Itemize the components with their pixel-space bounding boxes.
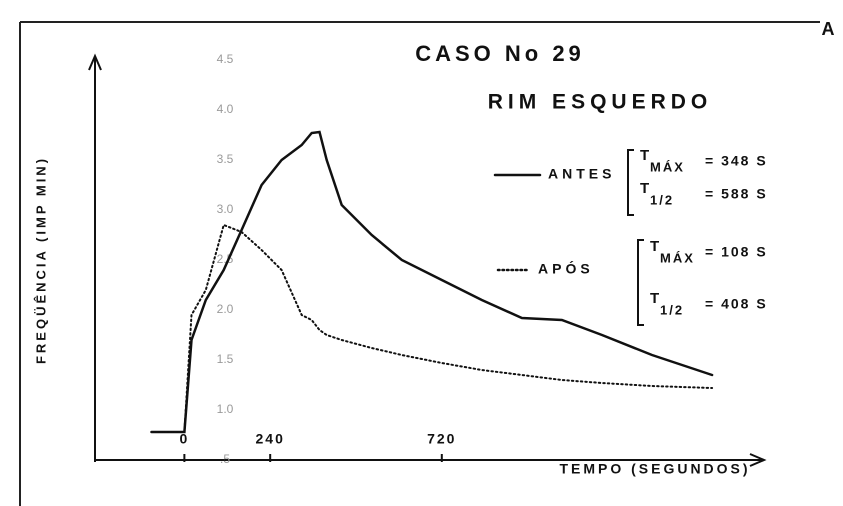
- corner-label: A: [822, 19, 835, 39]
- y-axis: [88, 53, 102, 462]
- x-tick-label: 0: [179, 431, 189, 447]
- y-tick-label: 4.0: [217, 102, 234, 116]
- stat-value: = 348 S: [705, 153, 768, 169]
- stat-value: = 108 S: [705, 244, 768, 260]
- stat-subscript: MÁX: [650, 159, 685, 174]
- stat-symbol: T: [650, 290, 659, 307]
- x-tick-label: 720: [427, 431, 456, 447]
- chart-title: CASO No 29: [415, 41, 585, 66]
- chart-subtitle: RIM ESQUERDO: [488, 91, 713, 114]
- stat-subscript: 1/2: [660, 302, 684, 317]
- legend-bracket: [637, 239, 644, 326]
- y-tick-label: 3.0: [217, 202, 234, 216]
- y-axis-label: FREQÜÊNCIA (IMP MIN): [33, 156, 48, 364]
- y-tick-label: 1.5: [217, 352, 234, 366]
- stat-subscript: 1/2: [650, 192, 674, 207]
- stat-symbol: T: [640, 147, 649, 164]
- legend-label: ANTES: [548, 166, 615, 182]
- series-line: [150, 223, 714, 433]
- stat-symbol: T: [650, 238, 659, 255]
- y-tick-label: 4.5: [217, 52, 234, 66]
- series-line: [150, 130, 714, 434]
- stat-value: = 588 S: [705, 186, 768, 202]
- y-tick-label: 2.0: [217, 302, 234, 316]
- x-tick-label: 240: [256, 431, 285, 447]
- legend-label: APÓS: [538, 260, 594, 277]
- stat-value: = 408 S: [705, 296, 768, 312]
- legend-bracket: [627, 149, 634, 216]
- stat-subscript: MÁX: [660, 250, 695, 265]
- stat-symbol: T: [640, 180, 649, 197]
- y-tick-label: .5: [220, 452, 230, 466]
- y-tick-label: 1.0: [217, 402, 234, 416]
- x-axis-label: TEMPO (SEGUNDOS): [559, 461, 750, 477]
- y-tick-label: 3.5: [217, 152, 234, 166]
- x-axis: [95, 453, 767, 467]
